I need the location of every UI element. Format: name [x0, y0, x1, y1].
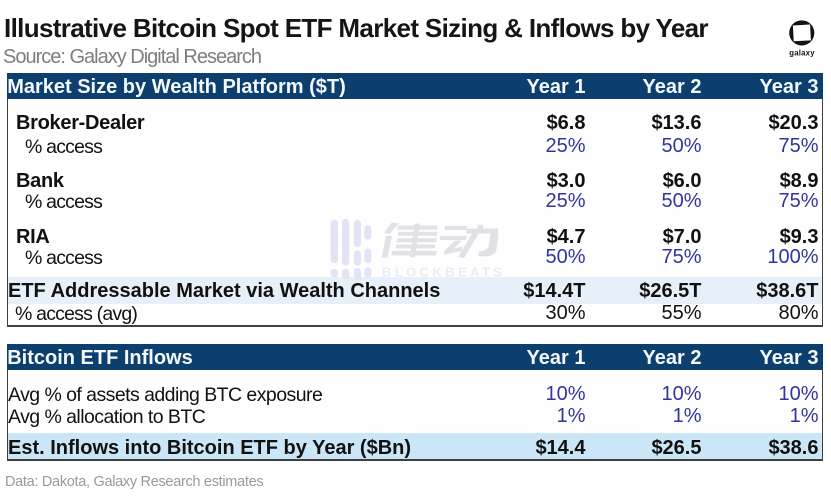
svg-text:galaxy: galaxy — [789, 49, 815, 58]
svg-text:BLOCKBEATS: BLOCKBEATS — [382, 265, 505, 280]
